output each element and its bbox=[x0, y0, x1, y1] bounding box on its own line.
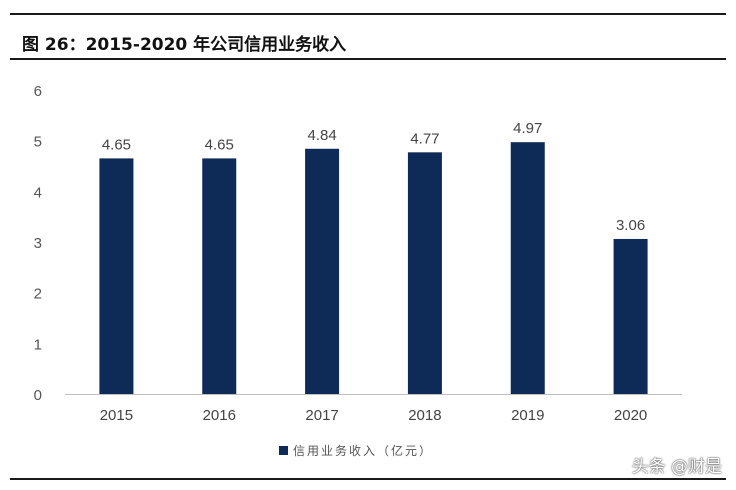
x-tick-label: 2020 bbox=[614, 407, 647, 424]
title-bar: 图 26：2015-2020 年公司信用业务收入 bbox=[0, 22, 736, 62]
y-tick-label: 4 bbox=[34, 184, 42, 201]
data-label: 4.65 bbox=[102, 136, 131, 153]
figure-title: 图 26：2015-2020 年公司信用业务收入 bbox=[22, 35, 347, 55]
data-label: 4.84 bbox=[307, 127, 336, 144]
bar bbox=[99, 158, 134, 394]
data-label: 4.65 bbox=[205, 136, 234, 153]
x-tick-label: 2015 bbox=[100, 407, 133, 424]
bar bbox=[510, 142, 545, 394]
y-tick-label: 5 bbox=[34, 134, 42, 151]
legend-label: 信用业务收入（亿元） bbox=[293, 443, 433, 458]
bar bbox=[202, 158, 237, 394]
bar bbox=[407, 152, 442, 394]
data-label: 3.06 bbox=[616, 217, 645, 234]
legend-swatch bbox=[279, 446, 288, 455]
x-tick-label: 2017 bbox=[305, 407, 338, 424]
x-tick-label: 2016 bbox=[203, 407, 236, 424]
bottom-rule bbox=[10, 478, 726, 480]
y-tick-label: 2 bbox=[34, 286, 42, 303]
top-rule bbox=[10, 13, 726, 15]
watermark: 头条 @财是 bbox=[631, 457, 722, 477]
data-label: 4.97 bbox=[513, 120, 542, 137]
x-tick-label: 2019 bbox=[511, 407, 544, 424]
data-label: 4.77 bbox=[410, 130, 439, 147]
y-tick-label: 0 bbox=[34, 387, 42, 404]
bar bbox=[305, 148, 340, 394]
title-underline bbox=[10, 58, 726, 60]
y-tick-label: 6 bbox=[34, 83, 42, 100]
y-tick-label: 3 bbox=[34, 235, 42, 252]
x-tick-label: 2018 bbox=[408, 407, 441, 424]
bar bbox=[613, 238, 648, 394]
y-tick-label: 1 bbox=[34, 336, 42, 353]
